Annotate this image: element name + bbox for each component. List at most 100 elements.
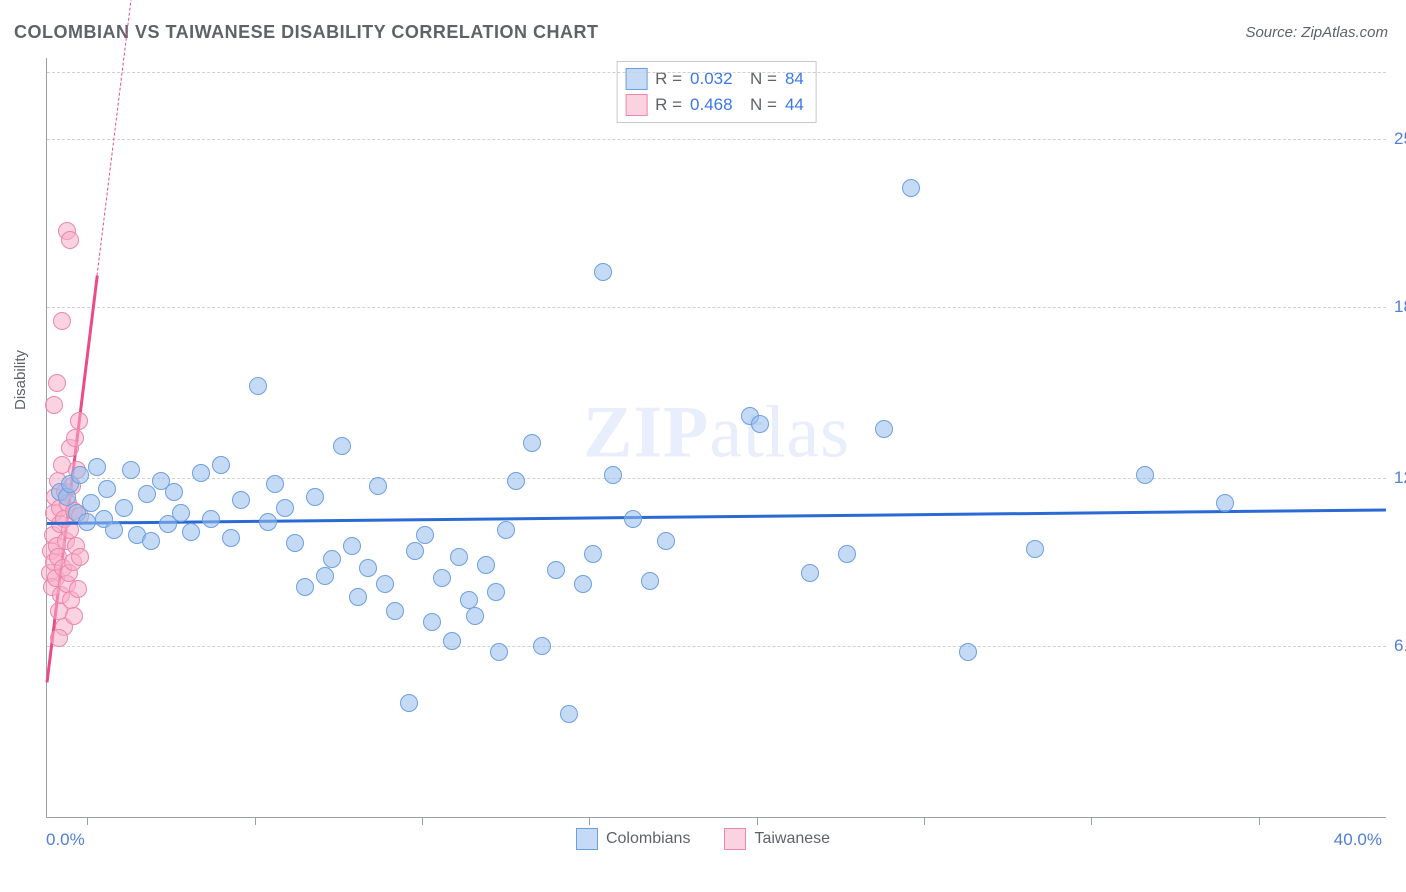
data-point (71, 548, 89, 566)
legend-swatch (724, 828, 746, 850)
data-point (369, 477, 387, 495)
data-point (266, 475, 284, 493)
y-tick-label: 18.8% (1394, 297, 1406, 317)
gridline (47, 478, 1386, 479)
data-point (560, 705, 578, 723)
gridline (47, 139, 1386, 140)
watermark-bold: ZIP (583, 391, 709, 473)
data-point (507, 472, 525, 490)
x-tick-mark (255, 817, 256, 825)
data-point (138, 485, 156, 503)
data-point (115, 499, 133, 517)
y-tick-label: 6.3% (1394, 636, 1406, 656)
data-point (641, 572, 659, 590)
data-point (902, 179, 920, 197)
data-point (416, 526, 434, 544)
data-point (594, 263, 612, 281)
stat-n: 84 (785, 66, 804, 92)
gridline (47, 646, 1386, 647)
legend-item: Colombians (576, 828, 690, 850)
data-point (82, 494, 100, 512)
data-point (343, 537, 361, 555)
data-point (838, 545, 856, 563)
legend-label: Colombians (606, 830, 690, 848)
data-point (105, 521, 123, 539)
data-point (333, 437, 351, 455)
data-point (71, 466, 89, 484)
data-point (533, 637, 551, 655)
stat-r: 0.468 (690, 92, 733, 118)
data-point (497, 521, 515, 539)
data-point (70, 412, 88, 430)
gridline (47, 307, 1386, 308)
legend-label: Taiwanese (754, 830, 830, 848)
y-axis-label: Disability (12, 350, 29, 410)
data-point (433, 569, 451, 587)
data-point (443, 632, 461, 650)
y-tick-label: 12.5% (1394, 468, 1406, 488)
stat-n: 44 (785, 92, 804, 118)
data-point (376, 575, 394, 593)
legend-swatch (576, 828, 598, 850)
data-point (212, 456, 230, 474)
stat-label: R = (655, 92, 682, 118)
data-point (386, 602, 404, 620)
x-tick-mark (924, 817, 925, 825)
data-point (276, 499, 294, 517)
source-label: Source: ZipAtlas.com (1245, 24, 1388, 41)
data-point (406, 542, 424, 560)
x-tick-mark (1091, 817, 1092, 825)
bottom-legend: Colombians Taiwanese (0, 828, 1406, 850)
data-point (1136, 466, 1154, 484)
data-point (477, 556, 495, 574)
watermark: ZIPatlas (583, 390, 850, 475)
data-point (48, 374, 66, 392)
data-point (604, 466, 622, 484)
data-point (202, 510, 220, 528)
gridline (47, 72, 1386, 73)
data-point (61, 231, 79, 249)
data-point (182, 523, 200, 541)
data-point (450, 548, 468, 566)
chart-title: COLOMBIAN VS TAIWANESE DISABILITY CORREL… (14, 22, 599, 43)
data-point (142, 532, 160, 550)
data-point (122, 461, 140, 479)
data-point (1026, 540, 1044, 558)
data-point (88, 458, 106, 476)
data-point (192, 464, 210, 482)
stats-row: R = 0.468 N = 44 (625, 92, 804, 118)
data-point (222, 529, 240, 547)
data-point (45, 396, 63, 414)
legend-item: Taiwanese (724, 828, 830, 850)
legend-swatch (625, 94, 647, 116)
data-point (65, 607, 83, 625)
scatter-plot: ZIPatlas R = 0.032 N = 84 R = 0.468 N = … (46, 58, 1386, 818)
data-point (400, 694, 418, 712)
x-tick-mark (87, 817, 88, 825)
data-point (574, 575, 592, 593)
data-point (296, 578, 314, 596)
data-point (801, 564, 819, 582)
data-point (69, 580, 87, 598)
data-point (959, 643, 977, 661)
data-point (259, 513, 277, 531)
x-tick-mark (422, 817, 423, 825)
stat-label: N = (741, 66, 777, 92)
data-point (232, 491, 250, 509)
trend-line (47, 508, 1386, 525)
data-point (66, 429, 84, 447)
stat-r: 0.032 (690, 66, 733, 92)
data-point (657, 532, 675, 550)
data-point (323, 550, 341, 568)
stats-legend: R = 0.032 N = 84 R = 0.468 N = 44 (616, 61, 817, 123)
data-point (50, 629, 68, 647)
data-point (165, 483, 183, 501)
data-point (1216, 494, 1234, 512)
data-point (53, 312, 71, 330)
data-point (875, 420, 893, 438)
data-point (423, 613, 441, 631)
data-point (751, 415, 769, 433)
data-point (547, 561, 565, 579)
stat-label: N = (741, 92, 777, 118)
data-point (249, 377, 267, 395)
